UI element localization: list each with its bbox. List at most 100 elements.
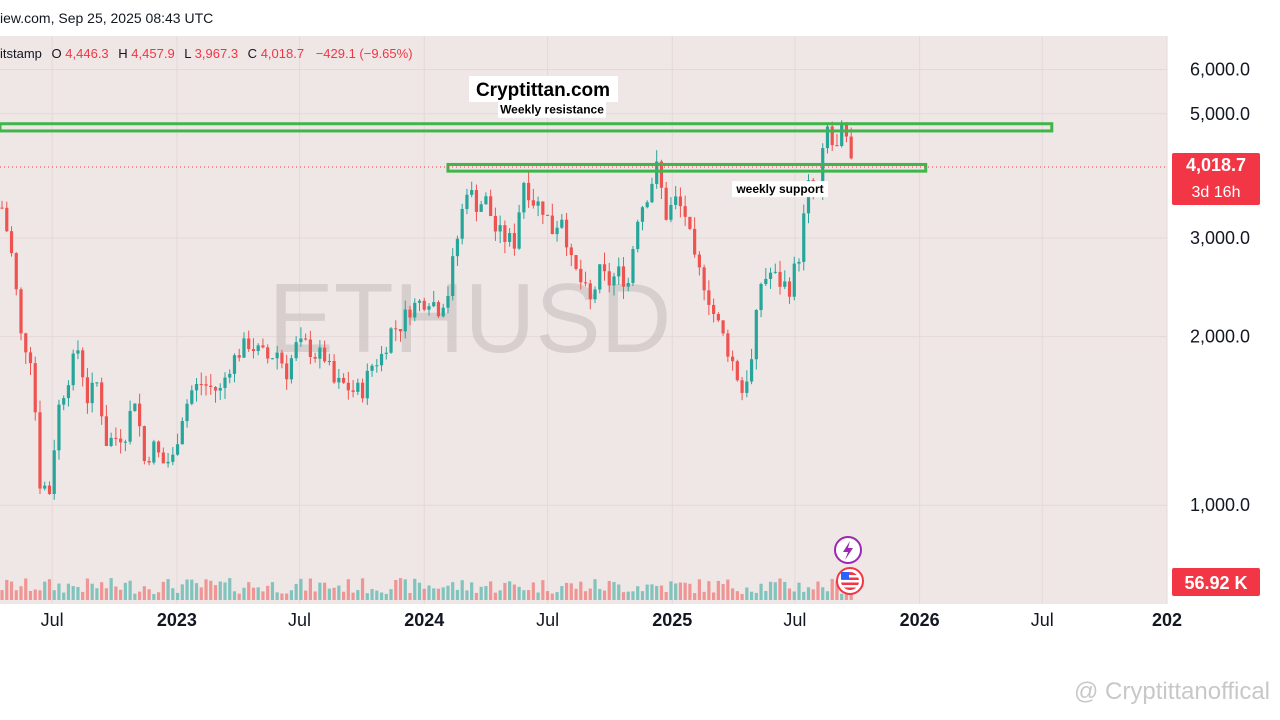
volume-bar — [232, 591, 237, 600]
candle-body — [607, 271, 611, 286]
candle-body — [375, 365, 379, 367]
time-axis[interactable]: Jul 2023 Jul 2024 Jul 2025 Jul 2026 Jul 202 — [41, 610, 1182, 630]
volume-bar — [773, 582, 777, 600]
ohlc-low-label: L — [184, 46, 191, 61]
candle-body — [370, 365, 374, 371]
candle-body — [180, 421, 184, 445]
volume-bar — [835, 580, 839, 600]
volume-bar — [759, 583, 763, 600]
candle-body — [313, 356, 317, 359]
volume-bar — [365, 593, 369, 600]
candle-body — [849, 136, 853, 159]
volume-bar — [28, 590, 33, 600]
volume-bar — [844, 589, 849, 600]
volume-bar — [199, 587, 203, 600]
volume-bar — [337, 585, 341, 600]
candle-body — [479, 204, 483, 212]
volume-bar — [636, 586, 640, 600]
time-tick-label: Jul — [288, 610, 311, 630]
volume-bar — [138, 591, 142, 600]
volume-bar — [508, 581, 512, 600]
candle-body — [213, 387, 218, 391]
candle-body — [332, 361, 336, 383]
candle-body — [441, 307, 445, 317]
volume-bar — [403, 579, 407, 600]
time-tick-label: 2025 — [652, 610, 692, 630]
volume-bar — [171, 588, 175, 600]
time-tick-label: Jul — [41, 610, 64, 630]
volume-bar — [218, 581, 222, 600]
eth-price-chart[interactable]: ETHUSD Weekly resistance weekly support i… — [0, 36, 1280, 644]
lightning-icon[interactable] — [834, 536, 862, 564]
candle-body — [223, 377, 227, 388]
candle-body — [360, 382, 365, 399]
volume-bar — [816, 581, 820, 600]
volume-bar — [726, 579, 730, 600]
candle-body — [712, 304, 716, 315]
candle-body — [175, 444, 180, 455]
ohlc-open: 4,446.3 — [65, 46, 108, 61]
ohlc-change: −429.1 (−9.65%) — [316, 46, 413, 61]
volume-bar — [678, 582, 683, 600]
candle-body — [560, 219, 564, 228]
volume-bar — [142, 586, 146, 600]
candle-body — [119, 438, 123, 443]
volume-bar — [707, 581, 711, 600]
candle-body — [569, 247, 573, 256]
candle-body — [256, 345, 260, 352]
candle-body — [209, 385, 213, 388]
volume-bar — [318, 582, 322, 600]
candle-body — [90, 382, 94, 404]
price-axis[interactable]: 6,000.0 5,000.0 3,000.0 2,000.0 1,000.0 — [1190, 59, 1250, 515]
candle-body — [470, 190, 474, 195]
volume-bar — [95, 588, 99, 600]
candle-body — [351, 390, 355, 392]
volume-bar — [379, 592, 384, 600]
ohlc-high-label: H — [118, 46, 127, 61]
candle-body — [346, 382, 350, 391]
volume-bar — [621, 592, 626, 600]
volume-bar — [299, 578, 303, 600]
candle-body — [598, 264, 602, 290]
volume-bar — [460, 580, 464, 600]
volume-bar — [607, 580, 611, 600]
volume-bar — [100, 582, 104, 600]
volume-bar — [455, 589, 460, 600]
volume-bar — [280, 593, 284, 600]
volume-bar — [256, 587, 260, 600]
candle-body — [655, 161, 659, 184]
volume-bar — [783, 581, 787, 600]
candle-body — [749, 359, 754, 382]
candle-body — [422, 300, 426, 310]
candle-body — [237, 355, 241, 358]
volume-bar — [247, 582, 251, 600]
volume-bar — [806, 587, 811, 600]
candle-body — [365, 370, 369, 399]
time-tick-label: 2023 — [157, 610, 197, 630]
volume-bar — [5, 579, 9, 600]
time-tick-label: Jul — [1031, 610, 1054, 630]
candle-body — [735, 361, 739, 381]
us-flag-icon[interactable] — [836, 567, 864, 595]
candle-body — [275, 352, 279, 359]
volume-bar — [389, 589, 393, 600]
candle-body — [697, 254, 701, 268]
candle-body — [389, 328, 393, 353]
volume-bar — [204, 579, 208, 600]
candle-body — [773, 271, 777, 273]
candle-body — [621, 266, 626, 287]
volume-bar — [62, 592, 66, 600]
candle-body — [408, 309, 412, 318]
brand-label: Cryptittan.com — [476, 80, 610, 101]
candle-body — [76, 350, 80, 354]
price-tick-label: 6,000.0 — [1190, 59, 1250, 79]
candle-body — [384, 352, 388, 354]
volume-bar — [631, 591, 635, 600]
volume-bar — [0, 590, 4, 600]
volume-bar — [294, 583, 298, 600]
support-zone — [446, 162, 928, 173]
volume-bar — [90, 583, 94, 600]
candle-body — [693, 228, 697, 255]
volume-bar — [768, 581, 773, 600]
volume-bar — [71, 586, 75, 600]
